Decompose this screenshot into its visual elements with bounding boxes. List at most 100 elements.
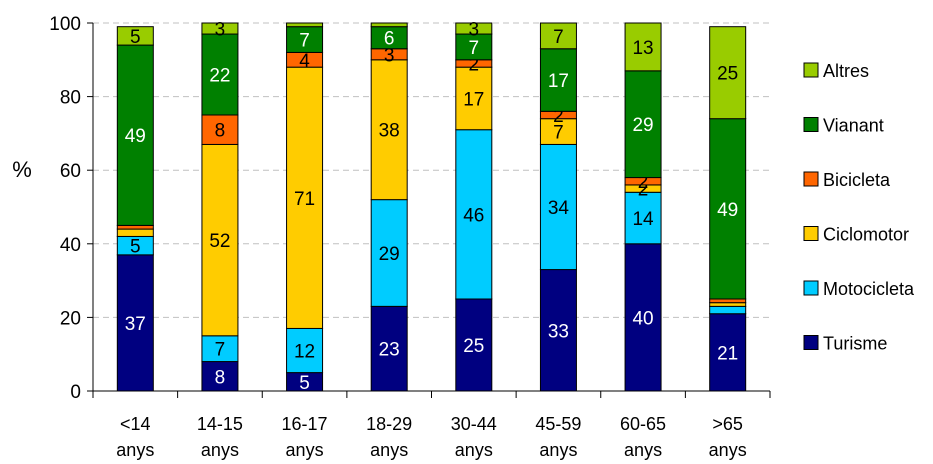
data-label: 7 [299, 31, 310, 52]
data-label: 3 [469, 20, 480, 41]
data-label: 46 [463, 205, 484, 226]
data-label: 33 [548, 321, 569, 342]
bar-segment-motocicleta [286, 327, 324, 374]
x-category-label: anys [286, 440, 324, 460]
bar-segment-motocicleta [455, 129, 493, 300]
legend-swatch-turisme [803, 335, 819, 350]
bar-segment-altres [624, 22, 662, 72]
data-label: 2 [469, 54, 480, 75]
x-category-label: anys [116, 440, 154, 460]
x-category-label: 45-59 [535, 414, 581, 434]
bars: 3754958752822351271472329383625461727333… [116, 20, 747, 394]
data-label: 3 [215, 20, 226, 41]
data-label: 17 [463, 89, 484, 110]
bar-segment-turisme [455, 298, 493, 392]
data-label: 52 [209, 231, 230, 252]
bar-segment-altres [539, 22, 577, 50]
x-category-label: 16-17 [282, 414, 328, 434]
x-category-label: anys [201, 440, 239, 460]
data-label: 25 [717, 64, 738, 85]
data-label: 2 [638, 180, 649, 201]
axes: 0 20 40 60 80 100 <14 anys 14-15 anys 16-17 anys 18-… [49, 14, 771, 460]
data-label: 8 [215, 121, 226, 142]
bar-segment-ciclomotor [286, 66, 324, 329]
bar-segment-motocicleta [370, 199, 408, 307]
data-label: 37 [125, 314, 146, 335]
data-label: 2 [638, 172, 649, 193]
legend-label: Bicicleta [823, 170, 891, 190]
data-label: 17 [548, 71, 569, 92]
x-category-label: anys [370, 440, 408, 460]
data-label: 3 [384, 45, 395, 66]
data-label: 22 [209, 66, 230, 87]
data-label: 40 [632, 308, 653, 329]
data-label: 38 [379, 121, 400, 142]
data-label: 13 [632, 38, 653, 59]
bar-segment-vianant [201, 33, 239, 116]
data-label: 71 [294, 189, 315, 210]
bar-segment-ciclomotor [455, 66, 493, 131]
data-label: 12 [294, 342, 315, 363]
legend-swatch-bicicleta [803, 171, 819, 187]
data-label: 23 [379, 340, 400, 361]
bar-segment-vianant [539, 48, 577, 112]
x-category-label: anys [709, 440, 747, 460]
bar-segment-vianant [116, 44, 154, 226]
bar-segment-ciclomotor [116, 228, 154, 237]
bar-segment-altres [201, 22, 239, 35]
y-axis-label: % [12, 157, 32, 182]
data-label: 5 [130, 27, 141, 48]
bar-segment-altres [286, 22, 324, 28]
bar-segment-turisme [624, 243, 662, 392]
legend: Altres Vianant Bicicleta Ciclomotor Motocicl… [803, 61, 915, 354]
x-category-label: anys [455, 440, 493, 460]
bar-segment-turisme [116, 254, 154, 392]
y-tick-label: 100 [49, 14, 81, 35]
y-tick-label: 20 [60, 308, 81, 329]
bar-segment-ciclomotor [370, 59, 408, 201]
gridlines [93, 22, 770, 318]
legend-label: Vianant [823, 116, 884, 136]
bar-segment-vianant [455, 33, 493, 61]
data-label: 49 [125, 126, 146, 147]
x-category-label: 60-65 [620, 414, 666, 434]
bar-segment-altres [116, 26, 154, 46]
data-label: 5 [299, 373, 310, 394]
bar-segment-altres [370, 22, 408, 28]
bar-segment-motocicleta [624, 191, 662, 245]
data-label: 25 [463, 336, 484, 357]
bar-segment-turisme [539, 269, 577, 392]
data-label: 7 [215, 340, 226, 361]
bar-segment-bicicleta [116, 224, 154, 230]
x-category-label: 30-44 [451, 414, 497, 434]
legend-label: Altres [823, 61, 869, 81]
data-label: 6 [384, 29, 395, 50]
bar-segment-motocicleta [709, 305, 747, 315]
legend-label: Ciclomotor [823, 225, 909, 245]
data-label: 8 [215, 367, 226, 388]
data-label: 4 [299, 51, 310, 72]
data-label: 29 [632, 115, 653, 136]
legend-swatch-ciclomotor [803, 226, 819, 241]
bar-segment-vianant [624, 70, 662, 179]
bar-segment-motocicleta [539, 143, 577, 271]
x-category-label: 18-29 [366, 414, 412, 434]
data-label: 7 [553, 27, 564, 48]
data-label: 5 [130, 237, 141, 258]
x-category-label: <14 [120, 414, 151, 434]
data-label: 7 [469, 38, 480, 59]
bar-segment-bicicleta [709, 298, 747, 304]
legend-label: Turisme [823, 334, 887, 354]
x-category-label: anys [539, 440, 577, 460]
x-category-label: 14-15 [197, 414, 243, 434]
data-label: 7 [553, 123, 564, 144]
data-label: 2 [553, 106, 564, 127]
bar-segment-ciclomotor [709, 302, 747, 307]
bar-segment-altres [455, 22, 493, 35]
bar-segment-vianant [709, 118, 747, 300]
y-tick-label: 0 [70, 382, 81, 403]
x-category-label: anys [624, 440, 662, 460]
data-label: 49 [717, 200, 738, 221]
data-label: 14 [632, 209, 654, 230]
